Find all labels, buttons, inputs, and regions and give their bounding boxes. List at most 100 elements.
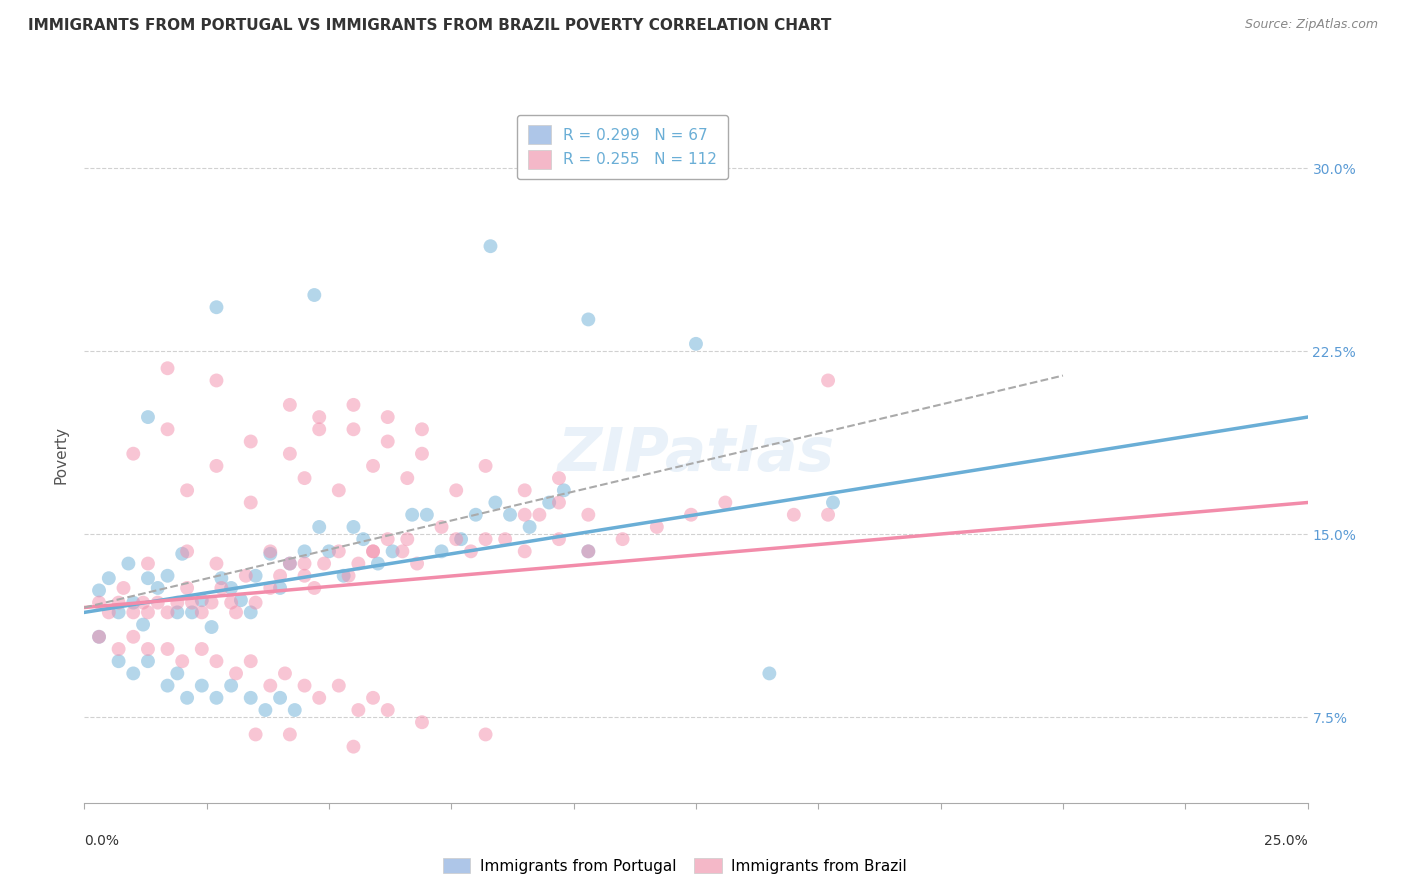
Point (176, 544, 198, 558)
Point (342, 739, 364, 754)
Point (308, 690, 330, 705)
Point (156, 568, 179, 582)
Point (391, 544, 413, 558)
Point (361, 544, 384, 558)
Point (284, 703, 307, 717)
Point (328, 483, 350, 498)
Point (396, 532, 419, 546)
Point (450, 532, 472, 546)
Legend: R = 0.299   N = 67, R = 0.255   N = 112: R = 0.299 N = 67, R = 0.255 N = 112 (517, 115, 728, 179)
Point (294, 471, 316, 485)
Point (176, 581, 198, 595)
Point (367, 557, 389, 571)
Point (513, 483, 536, 498)
Point (381, 544, 404, 558)
Point (328, 544, 350, 558)
Point (406, 557, 429, 571)
Point (191, 642, 214, 657)
Point (87, 630, 110, 644)
Point (294, 568, 316, 582)
Point (122, 447, 145, 461)
Point (259, 547, 281, 561)
Point (156, 679, 179, 693)
Text: 25.0%: 25.0% (1264, 834, 1308, 848)
Point (107, 654, 129, 668)
Point (239, 495, 262, 509)
Point (205, 690, 228, 705)
Point (136, 642, 159, 657)
Point (318, 544, 340, 558)
Point (278, 398, 301, 412)
Point (166, 596, 188, 610)
Point (136, 606, 159, 620)
Point (342, 422, 364, 436)
Point (576, 508, 599, 522)
Point (209, 581, 232, 595)
Point (205, 458, 228, 473)
Point (612, 532, 634, 546)
Point (347, 703, 370, 717)
Point (314, 557, 336, 571)
Point (200, 596, 222, 610)
Point (294, 679, 316, 693)
Point (278, 557, 301, 571)
Point (146, 596, 169, 610)
Point (519, 520, 541, 534)
Point (176, 483, 198, 498)
Point (239, 654, 262, 668)
Point (136, 571, 159, 585)
Point (156, 642, 179, 657)
Point (308, 422, 330, 436)
Point (430, 544, 453, 558)
Point (347, 557, 370, 571)
Point (337, 568, 360, 582)
Point (278, 727, 301, 741)
Text: Source: ZipAtlas.com: Source: ZipAtlas.com (1244, 18, 1378, 31)
Point (200, 620, 222, 634)
Point (548, 495, 571, 509)
Point (269, 568, 291, 582)
Point (166, 666, 188, 681)
Point (361, 458, 384, 473)
Point (411, 447, 433, 461)
Point (817, 508, 839, 522)
Point (136, 557, 159, 571)
Point (499, 508, 522, 522)
Point (219, 679, 242, 693)
Point (538, 495, 561, 509)
Point (117, 557, 139, 571)
Point (681, 166, 703, 180)
Point (479, 239, 502, 253)
Point (304, 581, 326, 595)
Point (294, 544, 316, 558)
Point (513, 508, 536, 522)
Point (274, 666, 297, 681)
Point (239, 606, 262, 620)
Point (176, 690, 198, 705)
Point (132, 596, 155, 610)
Point (259, 581, 281, 595)
Point (225, 666, 247, 681)
Point (87, 630, 110, 644)
Point (352, 532, 374, 546)
Point (245, 727, 267, 741)
Point (122, 596, 145, 610)
Point (444, 532, 467, 546)
Point (308, 410, 330, 425)
Point (166, 606, 188, 620)
Point (191, 593, 214, 607)
Point (107, 596, 129, 610)
Point (219, 581, 242, 595)
Point (278, 447, 301, 461)
Point (377, 703, 399, 717)
Point (107, 642, 129, 657)
Point (235, 568, 257, 582)
Point (97, 606, 120, 620)
Point (107, 606, 129, 620)
Point (685, 336, 707, 351)
Point (122, 666, 145, 681)
Point (308, 520, 330, 534)
Point (342, 520, 364, 534)
Point (494, 532, 516, 546)
Point (156, 606, 179, 620)
